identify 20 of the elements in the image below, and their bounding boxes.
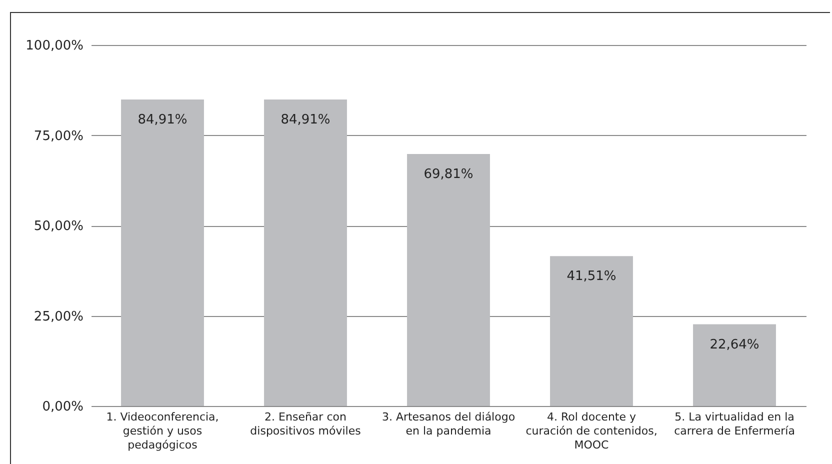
x-tick-label: 1. Videoconferencia, gestión y usos pedagógicos	[106, 410, 219, 452]
y-tick-label: 100,00%	[26, 38, 84, 54]
bar	[550, 256, 633, 406]
data-label: 22,64%	[710, 337, 760, 352]
x-tick-label: 4. Rol docente y curación de contenidos, MOOC	[526, 410, 658, 452]
bar	[693, 324, 776, 406]
data-label: 41,51%	[566, 269, 616, 284]
y-tick-label: 0,00%	[42, 400, 84, 414]
data-label: 84,91%	[138, 112, 188, 128]
x-tick-label: 5. La virtualidad en la carrera de Enfermería	[674, 410, 795, 438]
y-tick-label: 50,00%	[34, 219, 84, 234]
y-tick-label: 75,00%	[34, 128, 84, 144]
bar	[121, 99, 204, 406]
data-label: 69,81%	[424, 166, 474, 182]
x-tick-label: 3. Artesanos del diálogo en la pandemia	[382, 410, 516, 438]
y-tick-label: 25,00%	[34, 309, 84, 324]
bar	[407, 154, 490, 406]
bar	[264, 99, 347, 406]
x-tick-label: 2. Enseñar con dispositivos móviles	[250, 410, 362, 438]
data-label: 84,91%	[280, 112, 330, 128]
